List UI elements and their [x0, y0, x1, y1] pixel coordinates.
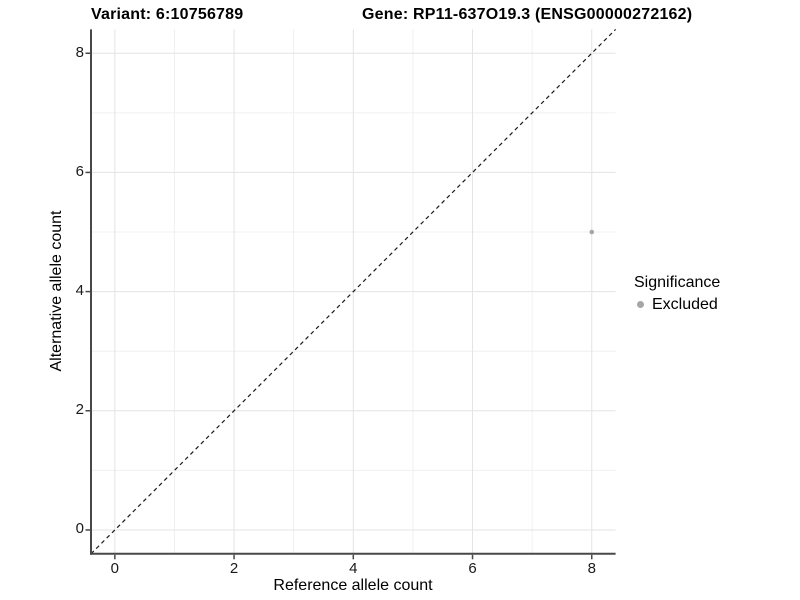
- identity-dashed-line: [90, 28, 617, 555]
- y-tick-label: 4: [75, 282, 84, 300]
- y-tick-label: 6: [75, 162, 84, 180]
- legend: Significance Excluded: [634, 273, 794, 314]
- data-point: [589, 229, 595, 235]
- plot-title-gene: Gene: RP11-637O19.3 (ENSG00000272162): [362, 6, 693, 23]
- excluded-point-icon: [637, 301, 644, 308]
- y-tick-label: 8: [75, 43, 84, 61]
- plot-title-variant: Variant: 6:10756789: [91, 6, 244, 23]
- legend-title: Significance: [634, 274, 721, 291]
- x-tick-label: 6: [468, 560, 477, 578]
- legend-entry-excluded: Excluded: [637, 295, 794, 314]
- x-tick-label: 8: [587, 560, 596, 578]
- x-axis-title: Reference allele count: [273, 577, 433, 594]
- y-tick-label: 2: [75, 401, 84, 419]
- legend-entry-label: Excluded: [652, 296, 718, 313]
- x-tick-label: 2: [229, 560, 239, 578]
- x-tick-label: 0: [110, 560, 120, 578]
- x-tick-label: 4: [349, 560, 358, 578]
- y-tick-label: 0: [75, 520, 84, 538]
